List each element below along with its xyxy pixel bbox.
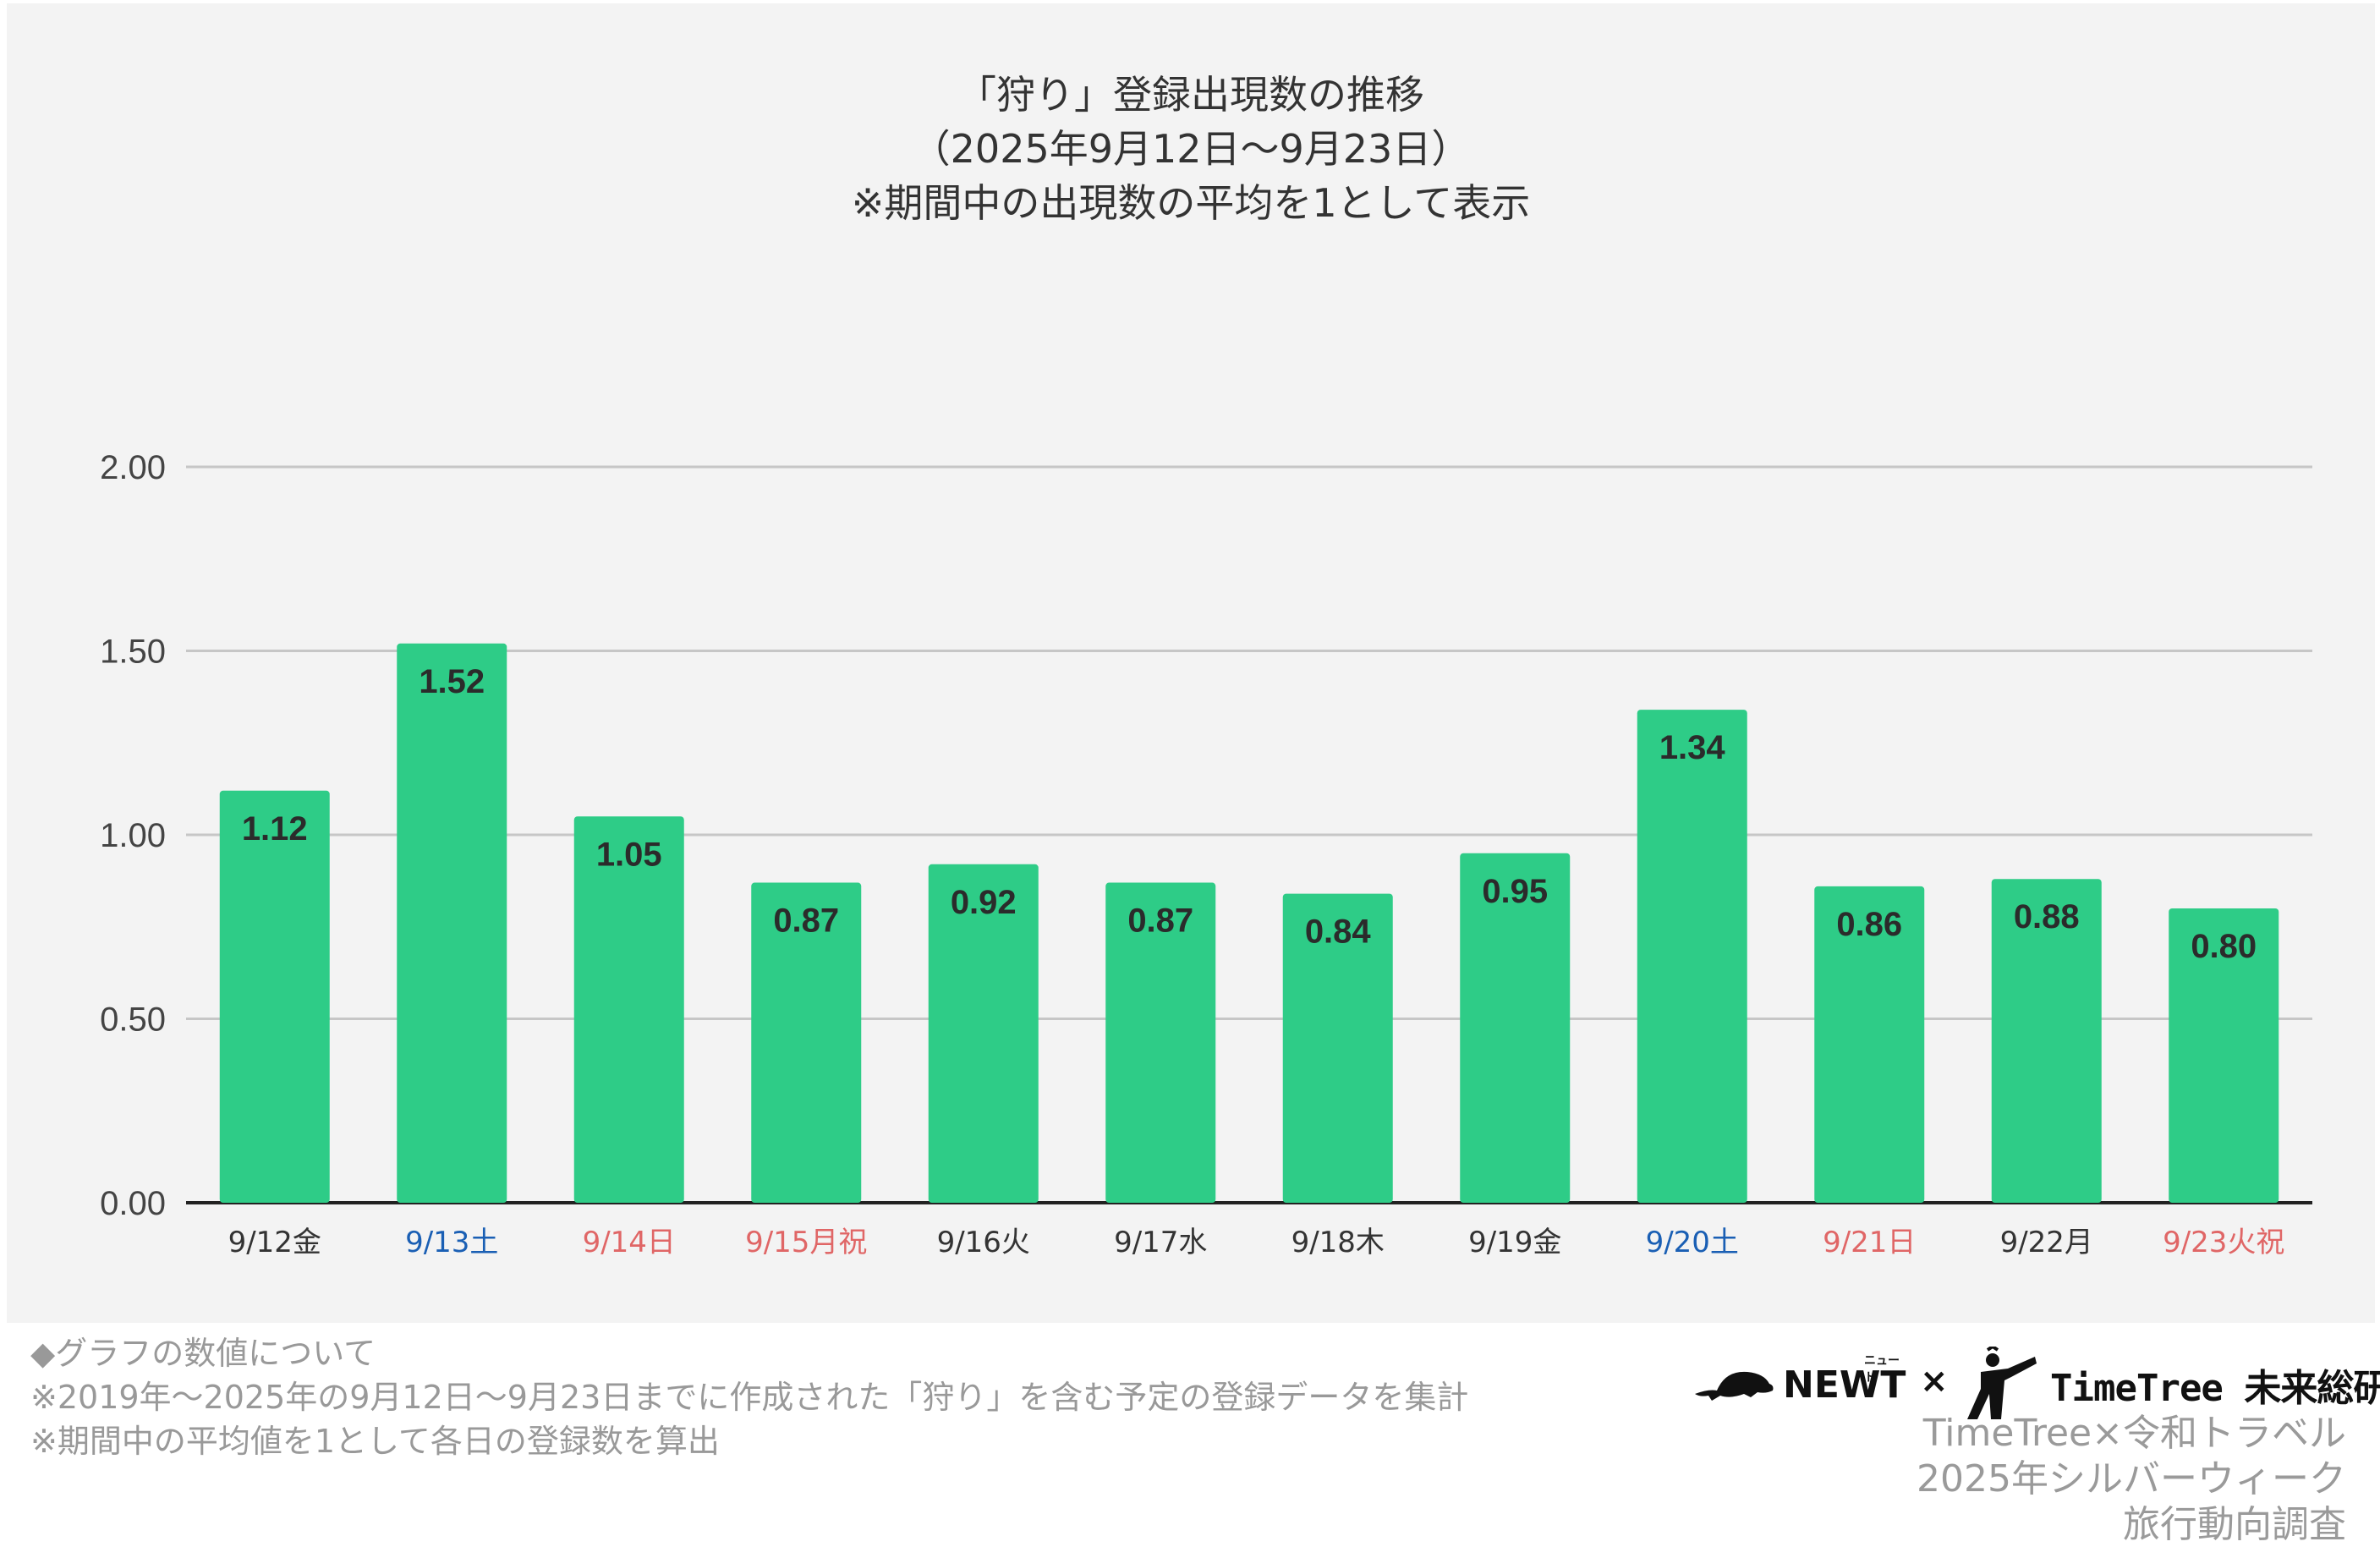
x-tick-label: 9/12金: [228, 1226, 321, 1259]
bar: [1460, 853, 1571, 1203]
data-label: 0.88: [2014, 898, 2080, 935]
x-tick-label: 9/20土: [1646, 1226, 1739, 1259]
x-axis-ticks: 9/12金 9/13土 9/14日 9/15月祝 9/16火 9/17水 9/18木 9/19…: [228, 1226, 2285, 1259]
x-tick-label: 9/13土: [405, 1226, 498, 1259]
bar-chart: 0.00 0.50 1.00 1.50 2.00 1.12 1.52 1.05 0.87 0.9…: [100, 449, 2312, 1259]
data-label: 0.87: [773, 902, 839, 940]
bar: [573, 816, 684, 1203]
notes-heading: ◆グラフの数値について: [30, 1335, 376, 1372]
y-axis-ticks: 0.00 0.50 1.00 1.50 2.00: [100, 449, 166, 1222]
x-tick-label: 9/18木: [1291, 1226, 1385, 1259]
newt-sub-label: ニュート: [1864, 1353, 1900, 1385]
bar: [1637, 710, 1747, 1203]
data-label: 1.05: [596, 836, 662, 873]
turtle-icon: [1695, 1371, 1774, 1401]
chart-title-line-1: 「狩り」登録出現数の推移: [957, 72, 1424, 118]
data-label: 1.34: [1659, 729, 1726, 766]
x-tick-label: 9/17水: [1114, 1226, 1207, 1259]
data-label: 0.80: [2191, 928, 2257, 965]
bar: [751, 882, 862, 1203]
bar: [928, 864, 1039, 1203]
notes-line-2: ※期間中の平均値を1として各日の登録数を算出: [30, 1423, 720, 1460]
x-tick-label: 9/15月祝: [745, 1226, 867, 1259]
bar: [2169, 908, 2279, 1203]
y-tick-label: 2.00: [100, 449, 166, 486]
x-tick-label: 9/22月: [2000, 1226, 2093, 1259]
data-label: 0.84: [1305, 913, 1372, 951]
x-tick-label: 9/23火祝: [2163, 1226, 2284, 1259]
bar: [1282, 893, 1393, 1203]
y-tick-label: 1.50: [100, 634, 166, 671]
data-label: 0.86: [1836, 906, 1902, 943]
notes-line-1: ※2019年〜2025年の9月12日〜9月23日までに作成された「狩り」を含む予…: [30, 1379, 1469, 1416]
logo-area: NEWT ニュート × TimeTree 未来総研: [1683, 1347, 2380, 1423]
x-tick-label: 9/14日: [583, 1226, 676, 1259]
gridlines: [186, 465, 2312, 1204]
survey-line-2: 2025年シルバーウィーク: [1917, 1457, 2346, 1500]
logo-separator: ×: [1920, 1362, 1949, 1401]
data-label: 1.52: [419, 663, 485, 700]
x-tick-label: 9/21日: [1823, 1226, 1916, 1259]
newt-logo: NEWT ニュート: [1692, 1347, 1906, 1423]
bars: 1.12 1.52 1.05 0.87 0.92 0.87 0.84 0.95 1.34 0.86…: [219, 643, 2279, 1203]
y-tick-label: 0.00: [100, 1185, 166, 1222]
bar: [397, 643, 507, 1203]
bar: [1814, 886, 1925, 1203]
survey-line-3: 旅行動向調査: [2123, 1503, 2346, 1546]
data-label: 0.92: [951, 884, 1017, 921]
timetree-wordmark: TimeTree 未来総研: [2050, 1367, 2380, 1410]
bar: [1105, 882, 1216, 1203]
survey-line-1: TimeTree×令和トラベル: [1922, 1412, 2346, 1455]
data-label: 0.95: [1482, 873, 1548, 910]
x-tick-label: 9/16火: [937, 1226, 1030, 1259]
chart-title: 「狩り」登録出現数の推移 （2025年9月12日〜9月23日） ※期間中の出現数…: [7, 68, 2375, 230]
newt-wordmark: NEWT ニュート: [1783, 1354, 1906, 1407]
chart-panel: 0.00 0.50 1.00 1.50 2.00 1.12 1.52 1.05 0.87 0.9…: [7, 3, 2375, 1323]
data-label: 0.87: [1127, 902, 1193, 940]
y-tick-label: 0.50: [100, 1001, 166, 1039]
survey-label: TimeTree×令和トラベル 2025年シルバーウィーク 旅行動向調査: [1917, 1411, 2346, 1548]
graph-notes: ◆グラフの数値について ※2019年〜2025年の9月12日〜9月23日までに作…: [30, 1331, 1637, 1463]
y-tick-label: 1.00: [100, 817, 166, 854]
timetree-logo: TimeTree 未来総研: [1962, 1347, 2380, 1423]
bar: [219, 790, 330, 1203]
data-label: 1.12: [242, 810, 308, 848]
chart-title-line-3: ※期間中の出現数の平均を1として表示: [851, 180, 1531, 226]
bar: [1991, 879, 2102, 1203]
chart-title-line-2: （2025年9月12日〜9月23日）: [911, 126, 1471, 172]
telescope-person-icon: [1967, 1347, 2037, 1419]
x-tick-label: 9/19金: [1468, 1226, 1561, 1259]
